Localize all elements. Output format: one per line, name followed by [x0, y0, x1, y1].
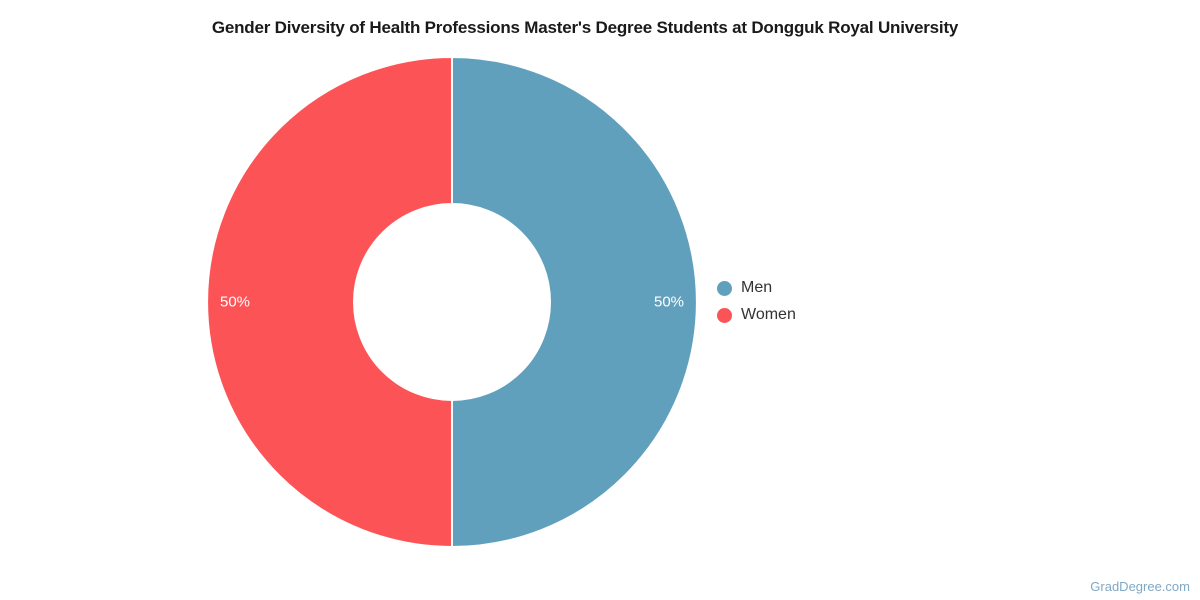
- chart-title: Gender Diversity of Health Professions M…: [211, 18, 959, 37]
- legend-item-men[interactable]: Men: [717, 277, 796, 299]
- pie-slice-men[interactable]: [451, 55, 698, 549]
- legend-label-men: Men: [741, 279, 773, 296]
- watermark-link[interactable]: GradDegree.com: [1090, 579, 1190, 594]
- slice-value-label-men: 50%: [654, 294, 684, 311]
- slice-value-label-women: 50%: [220, 294, 250, 311]
- chart-legend: Men Women: [717, 277, 796, 326]
- legend-marker-women-icon: [717, 307, 732, 323]
- legend-marker-men-icon: [717, 280, 732, 296]
- legend-label-women: Women: [741, 306, 796, 323]
- legend-item-women[interactable]: Women: [717, 304, 796, 326]
- pie-slice-women[interactable]: [206, 55, 453, 549]
